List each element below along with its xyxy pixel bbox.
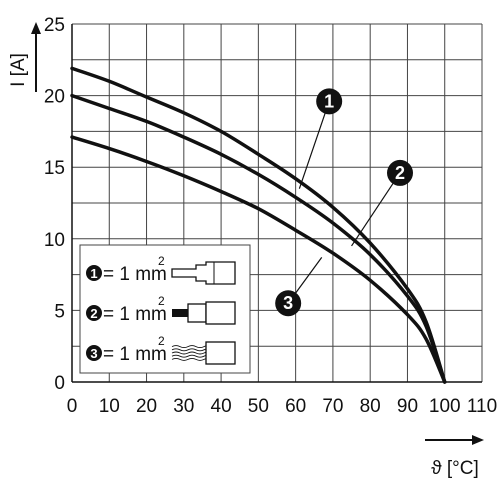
series-line-3 [70,135,447,384]
marker-leader-line [298,101,330,189]
x-tick-label: 100 [429,396,461,417]
x-axis-arrowhead-icon [472,435,484,445]
legend-number-badge [86,345,102,361]
legend-superscript: 2 [158,294,165,308]
marker-circle [316,88,343,115]
tick-labels: 0 10 20 30 40 50 60 70 80 90 100 110 0 5 10 15 20 25 [44,15,497,417]
legend-label: = 1 mm [103,304,167,325]
marker-leader-line [351,172,401,247]
marker-label: 2 [395,163,405,183]
legend-number: 1 [90,266,97,281]
marker-label: 1 [324,91,334,111]
series-lines [70,66,447,384]
marker-circle [387,159,413,186]
stranded-wire-icon [171,341,236,365]
y-tick-label: 20 [44,87,65,108]
legend-superscript: 2 [158,334,165,348]
series-marker-2: 2 [351,159,413,247]
legend-superscript: 2 [158,254,165,268]
series-line-2 [70,93,447,384]
legend-number: 3 [90,346,97,361]
x-tick-label: 90 [397,396,418,417]
y-axis-title: I [A] [8,53,29,87]
y-tick-label: 25 [44,15,65,36]
series-marker-3: 3 [275,257,323,317]
legend-number-badge [86,265,102,281]
series-marker-1: 1 [298,88,343,189]
y-tick-label: 0 [54,373,65,394]
x-tick-label: 50 [248,396,269,417]
x-tick-label: 0 [67,396,78,417]
legend-number-badge [86,305,102,321]
legend-item-1: 1 = 1 mm2 [86,254,236,285]
insulated-ferrule-icon [172,301,236,325]
legend-item-3: 3 = 1 mm2 [86,334,236,365]
marker-label: 3 [283,293,293,313]
x-tick-label: 60 [285,396,306,417]
legend-label: = 1 mm [103,344,167,365]
legend-item-2: 2 = 1 mm2 [86,294,236,325]
y-tick-label: 5 [54,301,65,322]
y-axis-arrowhead-icon [31,22,41,34]
x-tick-label: 110 [467,396,497,417]
x-tick-label: 30 [173,396,194,417]
x-axis-title: ϑ [°C] [431,458,479,479]
x-tick-label: 40 [211,396,232,417]
x-tick-label: 70 [322,396,343,417]
series-markers: 1 2 3 [275,88,413,317]
y-tick-label: 10 [44,230,65,251]
legend-label: = 1 mm [103,264,167,285]
series-line-1 [70,66,447,384]
marker-circle [275,290,302,317]
ferrule-icon [171,261,236,285]
x-tick-label: 80 [360,396,381,417]
x-tick-label: 10 [99,396,120,417]
y-tick-label: 15 [44,158,65,179]
legend-number: 2 [90,306,97,321]
x-tick-label: 20 [136,396,157,417]
